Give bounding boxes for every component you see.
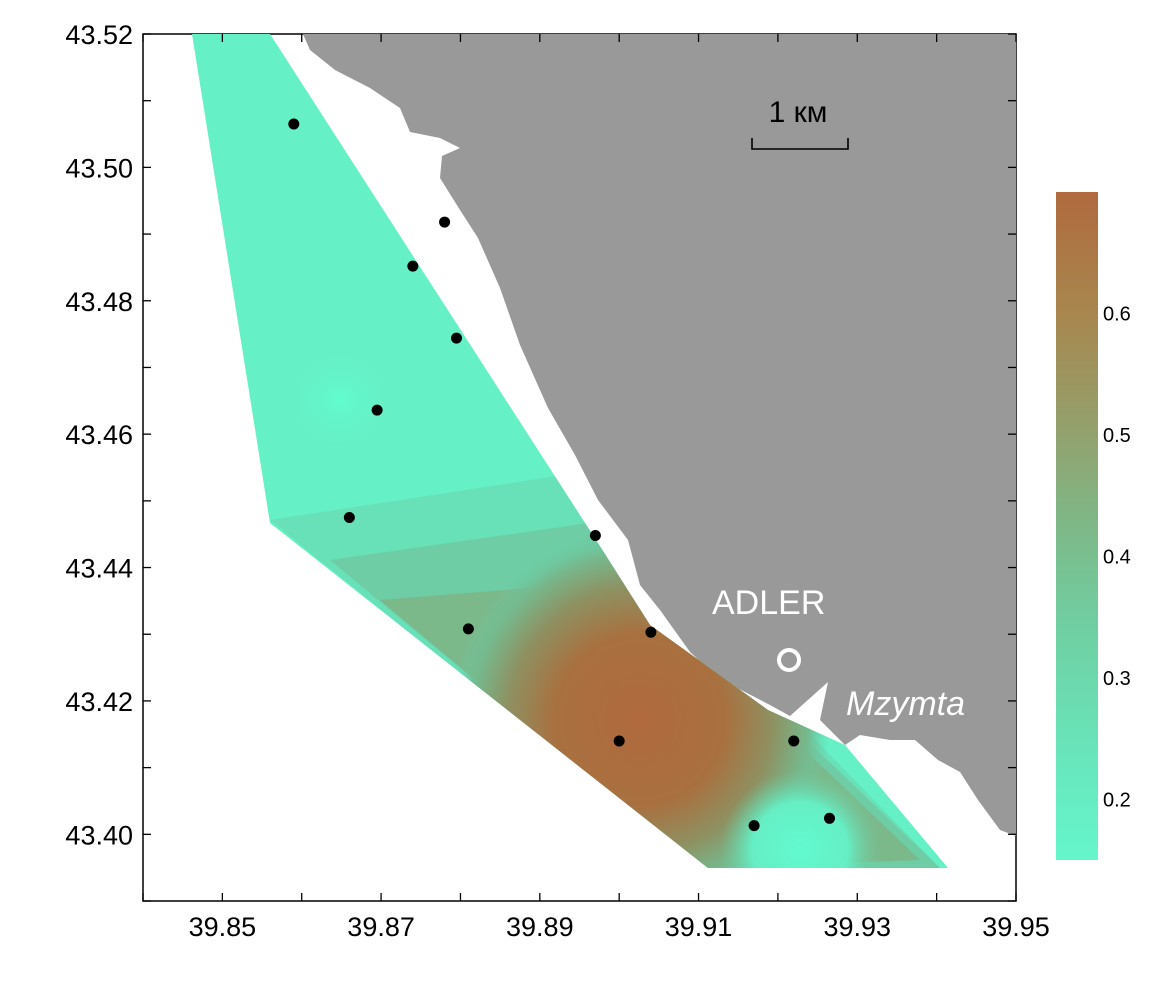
y-tick-label: 43.52	[65, 20, 133, 50]
y-tick-label: 43.50	[65, 153, 133, 183]
station-point	[407, 260, 419, 272]
city-marker-icon	[777, 648, 801, 672]
x-tick-label: 39.87	[347, 912, 415, 942]
colorbar: 0.6 0.5 0.4 0.3 0.2	[1056, 192, 1131, 860]
station-point	[613, 735, 625, 747]
station-point	[462, 623, 474, 635]
station-point	[788, 735, 800, 747]
x-tick-label: 39.89	[506, 912, 574, 942]
station-point	[748, 820, 760, 832]
land-area	[303, 34, 1016, 836]
y-tick-label: 43.44	[65, 554, 133, 584]
colorbar-tick-label: 0.4	[1103, 546, 1131, 568]
colorbar-tick-label: 0.2	[1103, 789, 1131, 811]
y-tick-label: 43.48	[65, 287, 133, 317]
scale-bar: 1 км	[751, 96, 849, 150]
station-point	[288, 118, 300, 130]
scale-bar-label: 1 км	[769, 96, 828, 129]
station-point	[450, 332, 462, 344]
y-tick-label: 43.46	[65, 420, 133, 450]
station-markers	[288, 118, 835, 832]
y-axis: 43.52 43.50 43.48 43.46 43.44 43.42 43.40	[65, 20, 1016, 902]
place-label-adler: ADLER	[712, 584, 825, 622]
station-point	[343, 512, 355, 524]
station-point	[823, 812, 835, 824]
colorbar-tick-label: 0.5	[1103, 425, 1131, 447]
x-tick-label: 39.91	[665, 912, 733, 942]
colorbar-tick-label: 0.6	[1103, 303, 1131, 325]
station-point	[645, 626, 657, 638]
x-tick-label: 39.93	[823, 912, 891, 942]
y-tick-label: 43.42	[65, 687, 133, 717]
colorbar-tick-label: 0.3	[1103, 668, 1131, 690]
station-point	[371, 404, 383, 416]
station-point	[589, 530, 601, 542]
river-label-mzymta: Mzymta	[846, 685, 965, 723]
x-tick-label: 39.95	[982, 912, 1050, 942]
y-tick-label: 43.40	[65, 820, 133, 850]
x-axis: 39.85 39.87 39.89 39.91 39.93 39.95	[142, 34, 1050, 942]
colorbar-gradient	[1056, 192, 1098, 860]
x-tick-label: 39.85	[189, 912, 257, 942]
station-point	[439, 216, 451, 228]
